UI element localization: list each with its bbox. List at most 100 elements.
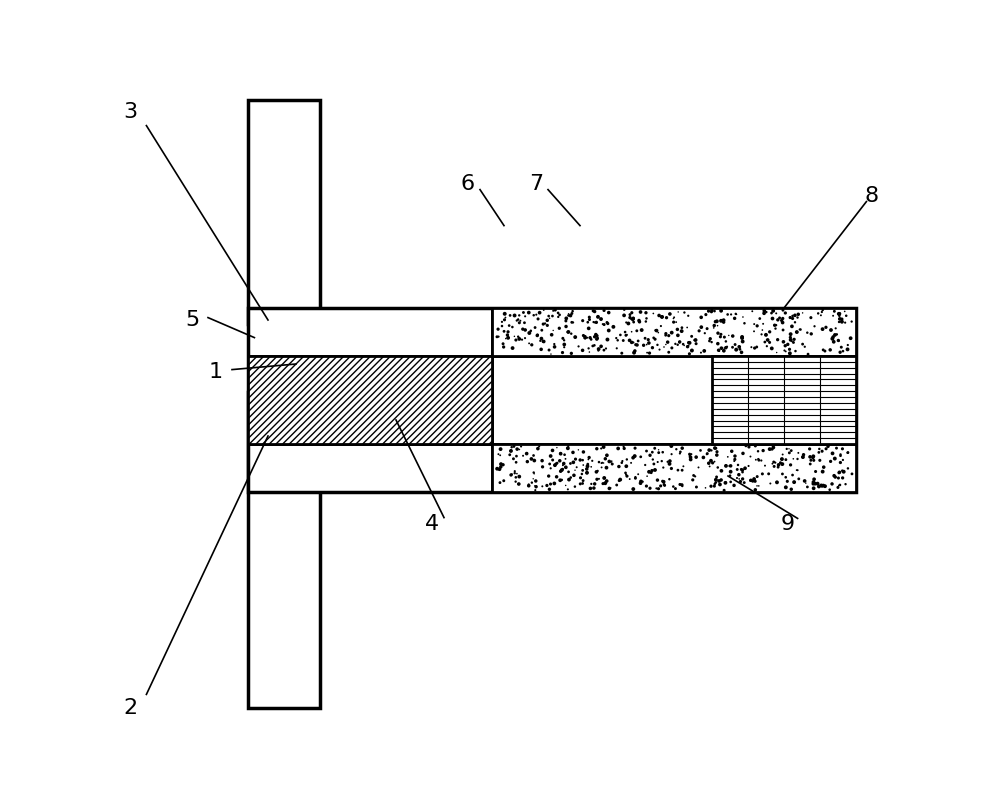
Point: [799, 326, 815, 339]
Point: [591, 342, 607, 355]
Point: [591, 456, 607, 469]
Point: [681, 347, 697, 360]
Point: [554, 474, 570, 486]
Point: [746, 325, 762, 338]
Point: [577, 331, 593, 344]
Point: [620, 317, 636, 330]
Point: [656, 478, 672, 491]
Point: [508, 456, 524, 469]
Point: [769, 476, 785, 489]
Point: [617, 326, 633, 338]
Point: [504, 321, 520, 334]
Point: [505, 342, 521, 354]
Point: [751, 479, 767, 492]
Point: [575, 344, 591, 357]
Point: [575, 454, 591, 466]
Point: [825, 447, 841, 460]
Point: [730, 458, 746, 471]
Point: [691, 325, 707, 338]
Point: [672, 447, 688, 460]
Point: [758, 306, 774, 318]
Point: [527, 479, 543, 492]
Point: [556, 341, 572, 354]
Point: [792, 323, 808, 336]
Point: [732, 475, 748, 488]
Point: [618, 468, 634, 481]
Point: [737, 462, 753, 474]
Point: [659, 311, 675, 324]
Point: [826, 305, 842, 318]
Point: [563, 309, 579, 322]
Point: [735, 466, 751, 478]
Point: [699, 448, 715, 461]
Point: [723, 475, 739, 488]
Point: [707, 315, 723, 328]
Point: [791, 473, 807, 486]
Point: [807, 320, 823, 333]
Point: [534, 454, 550, 467]
Point: [644, 446, 660, 458]
Point: [747, 475, 763, 488]
Point: [767, 319, 783, 332]
Point: [594, 456, 610, 469]
Point: [575, 329, 591, 342]
Point: [570, 443, 586, 456]
Point: [644, 342, 660, 354]
Point: [733, 463, 749, 476]
Point: [735, 473, 751, 486]
Point: [603, 456, 619, 469]
Point: [706, 322, 722, 334]
Point: [759, 340, 775, 353]
Point: [784, 335, 800, 348]
Point: [666, 311, 682, 324]
Point: [514, 334, 530, 346]
Point: [663, 462, 679, 475]
Point: [713, 342, 729, 354]
Point: [528, 474, 544, 487]
Point: [545, 454, 561, 466]
Point: [547, 303, 563, 316]
Point: [601, 482, 617, 495]
Point: [693, 346, 709, 359]
Point: [722, 470, 738, 482]
Point: [665, 312, 681, 325]
Point: [612, 474, 628, 486]
Point: [658, 338, 674, 351]
Point: [593, 457, 609, 470]
Point: [681, 339, 697, 352]
Point: [840, 446, 856, 459]
Point: [774, 453, 790, 466]
Point: [693, 321, 709, 334]
Point: [833, 448, 849, 461]
Point: [767, 456, 783, 469]
Point: [636, 339, 652, 352]
Point: [813, 479, 829, 492]
Point: [768, 307, 784, 320]
Point: [625, 451, 641, 464]
Point: [527, 321, 543, 334]
Point: [697, 326, 713, 339]
Point: [649, 474, 665, 486]
Point: [704, 336, 720, 349]
Point: [784, 320, 800, 333]
Point: [781, 446, 797, 459]
Point: [541, 470, 557, 482]
Point: [637, 332, 653, 345]
Point: [539, 319, 555, 332]
Point: [768, 318, 784, 331]
Point: [646, 331, 662, 344]
Point: [790, 446, 806, 459]
Point: [582, 482, 598, 495]
Point: [790, 464, 806, 477]
Point: [494, 320, 510, 333]
Point: [583, 478, 599, 490]
Text: 3: 3: [123, 102, 137, 122]
Point: [503, 469, 519, 482]
Point: [655, 446, 671, 458]
Point: [747, 483, 763, 496]
Point: [787, 345, 803, 358]
Point: [542, 312, 558, 325]
Point: [539, 479, 555, 492]
Text: 2: 2: [123, 698, 137, 718]
Point: [746, 473, 762, 486]
